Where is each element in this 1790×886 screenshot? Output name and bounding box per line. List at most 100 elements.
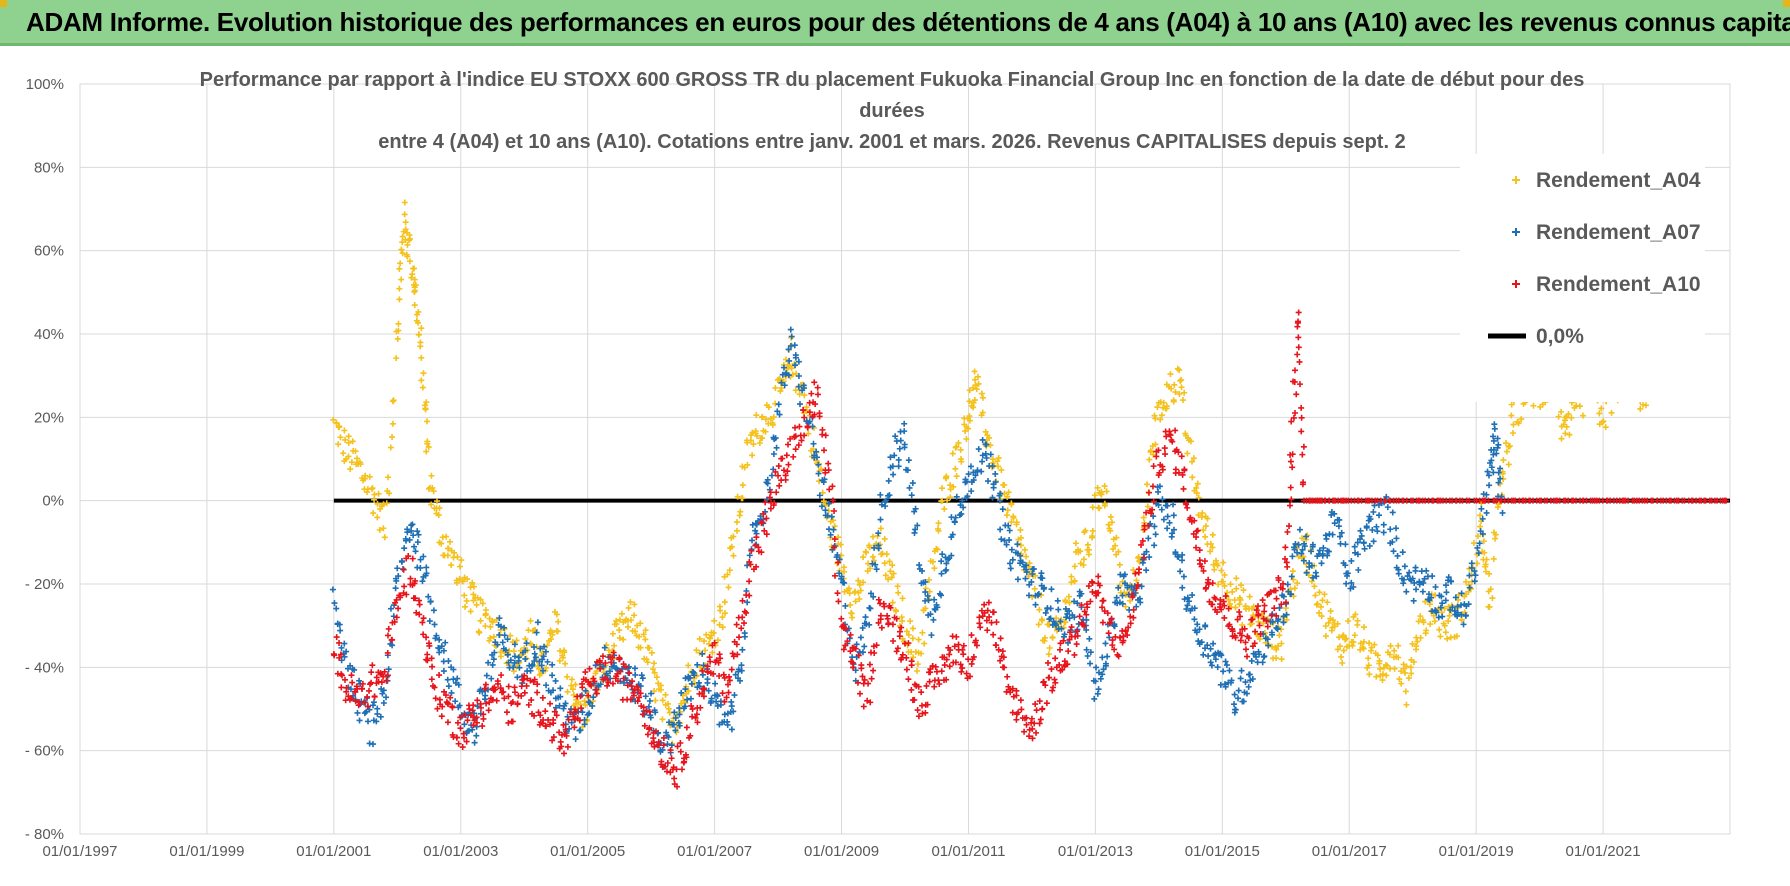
data-point [1191,616,1198,623]
data-point [531,644,538,651]
data-point [982,428,989,435]
data-point [909,625,916,632]
data-point [1168,385,1175,392]
data-point [638,672,645,679]
data-point [1402,688,1409,695]
data-point [432,695,439,702]
data-point [349,438,356,445]
data-point [378,679,385,686]
data-point [1200,567,1207,574]
data-point [818,503,825,510]
data-point [1205,653,1212,660]
data-point [459,578,466,585]
data-point [1125,624,1132,631]
data-point [1486,482,1493,489]
data-point [1177,377,1184,384]
data-point [882,498,889,505]
data-point [1080,562,1087,568]
data-point [854,679,861,686]
data-point [696,635,703,642]
data-point [741,630,748,637]
data-point [1196,547,1203,554]
data-point [787,342,794,349]
data-point [1294,549,1301,556]
data-point [712,680,719,687]
data-point [1136,558,1143,565]
data-point [511,653,518,660]
data-point [736,677,743,684]
data-point [616,656,623,663]
data-point [834,590,841,597]
data-point [1062,597,1069,604]
data-point [1399,549,1406,556]
data-point [330,651,337,658]
data-point [1290,576,1297,583]
data-point [1036,698,1043,705]
data-point [636,633,643,640]
banner-corner-left [0,0,7,7]
data-point [968,632,975,639]
data-point [1180,485,1187,492]
data-point [795,358,802,365]
data-point [395,573,402,580]
data-point [988,619,995,626]
data-point [1487,586,1494,593]
data-point [747,437,754,444]
data-point [868,675,875,682]
data-point [1279,585,1286,592]
data-point [1336,533,1343,540]
data-point [592,662,599,669]
data-point [390,397,397,404]
data-point [957,456,964,463]
data-point [1246,593,1253,600]
data-point [474,697,481,704]
data-point [943,566,950,573]
data-point [1474,544,1481,551]
data-point [651,743,658,750]
data-point [1089,534,1096,541]
data-point [1159,466,1166,473]
data-point [801,392,808,399]
data-point [1514,418,1521,425]
data-point [343,648,350,655]
data-point [1023,562,1029,569]
data-point [1214,664,1221,671]
data-point [1179,471,1186,478]
data-point [1065,648,1072,655]
data-point [491,684,498,691]
data-point [377,713,384,720]
data-point [1342,562,1349,569]
data-point [985,599,992,606]
data-point [782,371,789,378]
data-point [1218,606,1225,613]
data-point [1294,351,1301,358]
data-point [1096,582,1103,589]
data-point [871,650,878,657]
data-point [984,627,991,634]
data-point [431,684,438,691]
data-point [1147,447,1154,454]
data-point [659,716,666,723]
data-point [1232,706,1239,713]
data-point [1187,438,1194,445]
data-point [426,642,433,649]
data-point [701,638,708,645]
data-point [369,662,376,669]
data-point [1163,433,1170,440]
data-point [721,711,728,718]
data-point [888,574,895,581]
data-point [968,660,975,667]
data-point [1155,447,1162,454]
data-point [1261,608,1268,615]
data-point [829,497,836,504]
data-point [762,428,769,435]
data-point [1017,697,1024,704]
data-point [881,560,888,567]
data-point [1289,464,1296,471]
data-point [788,333,795,340]
data-point [1240,587,1247,594]
data-point [1296,358,1303,365]
data-point [1602,424,1609,431]
data-point [1275,574,1282,581]
data-point [1319,597,1326,604]
